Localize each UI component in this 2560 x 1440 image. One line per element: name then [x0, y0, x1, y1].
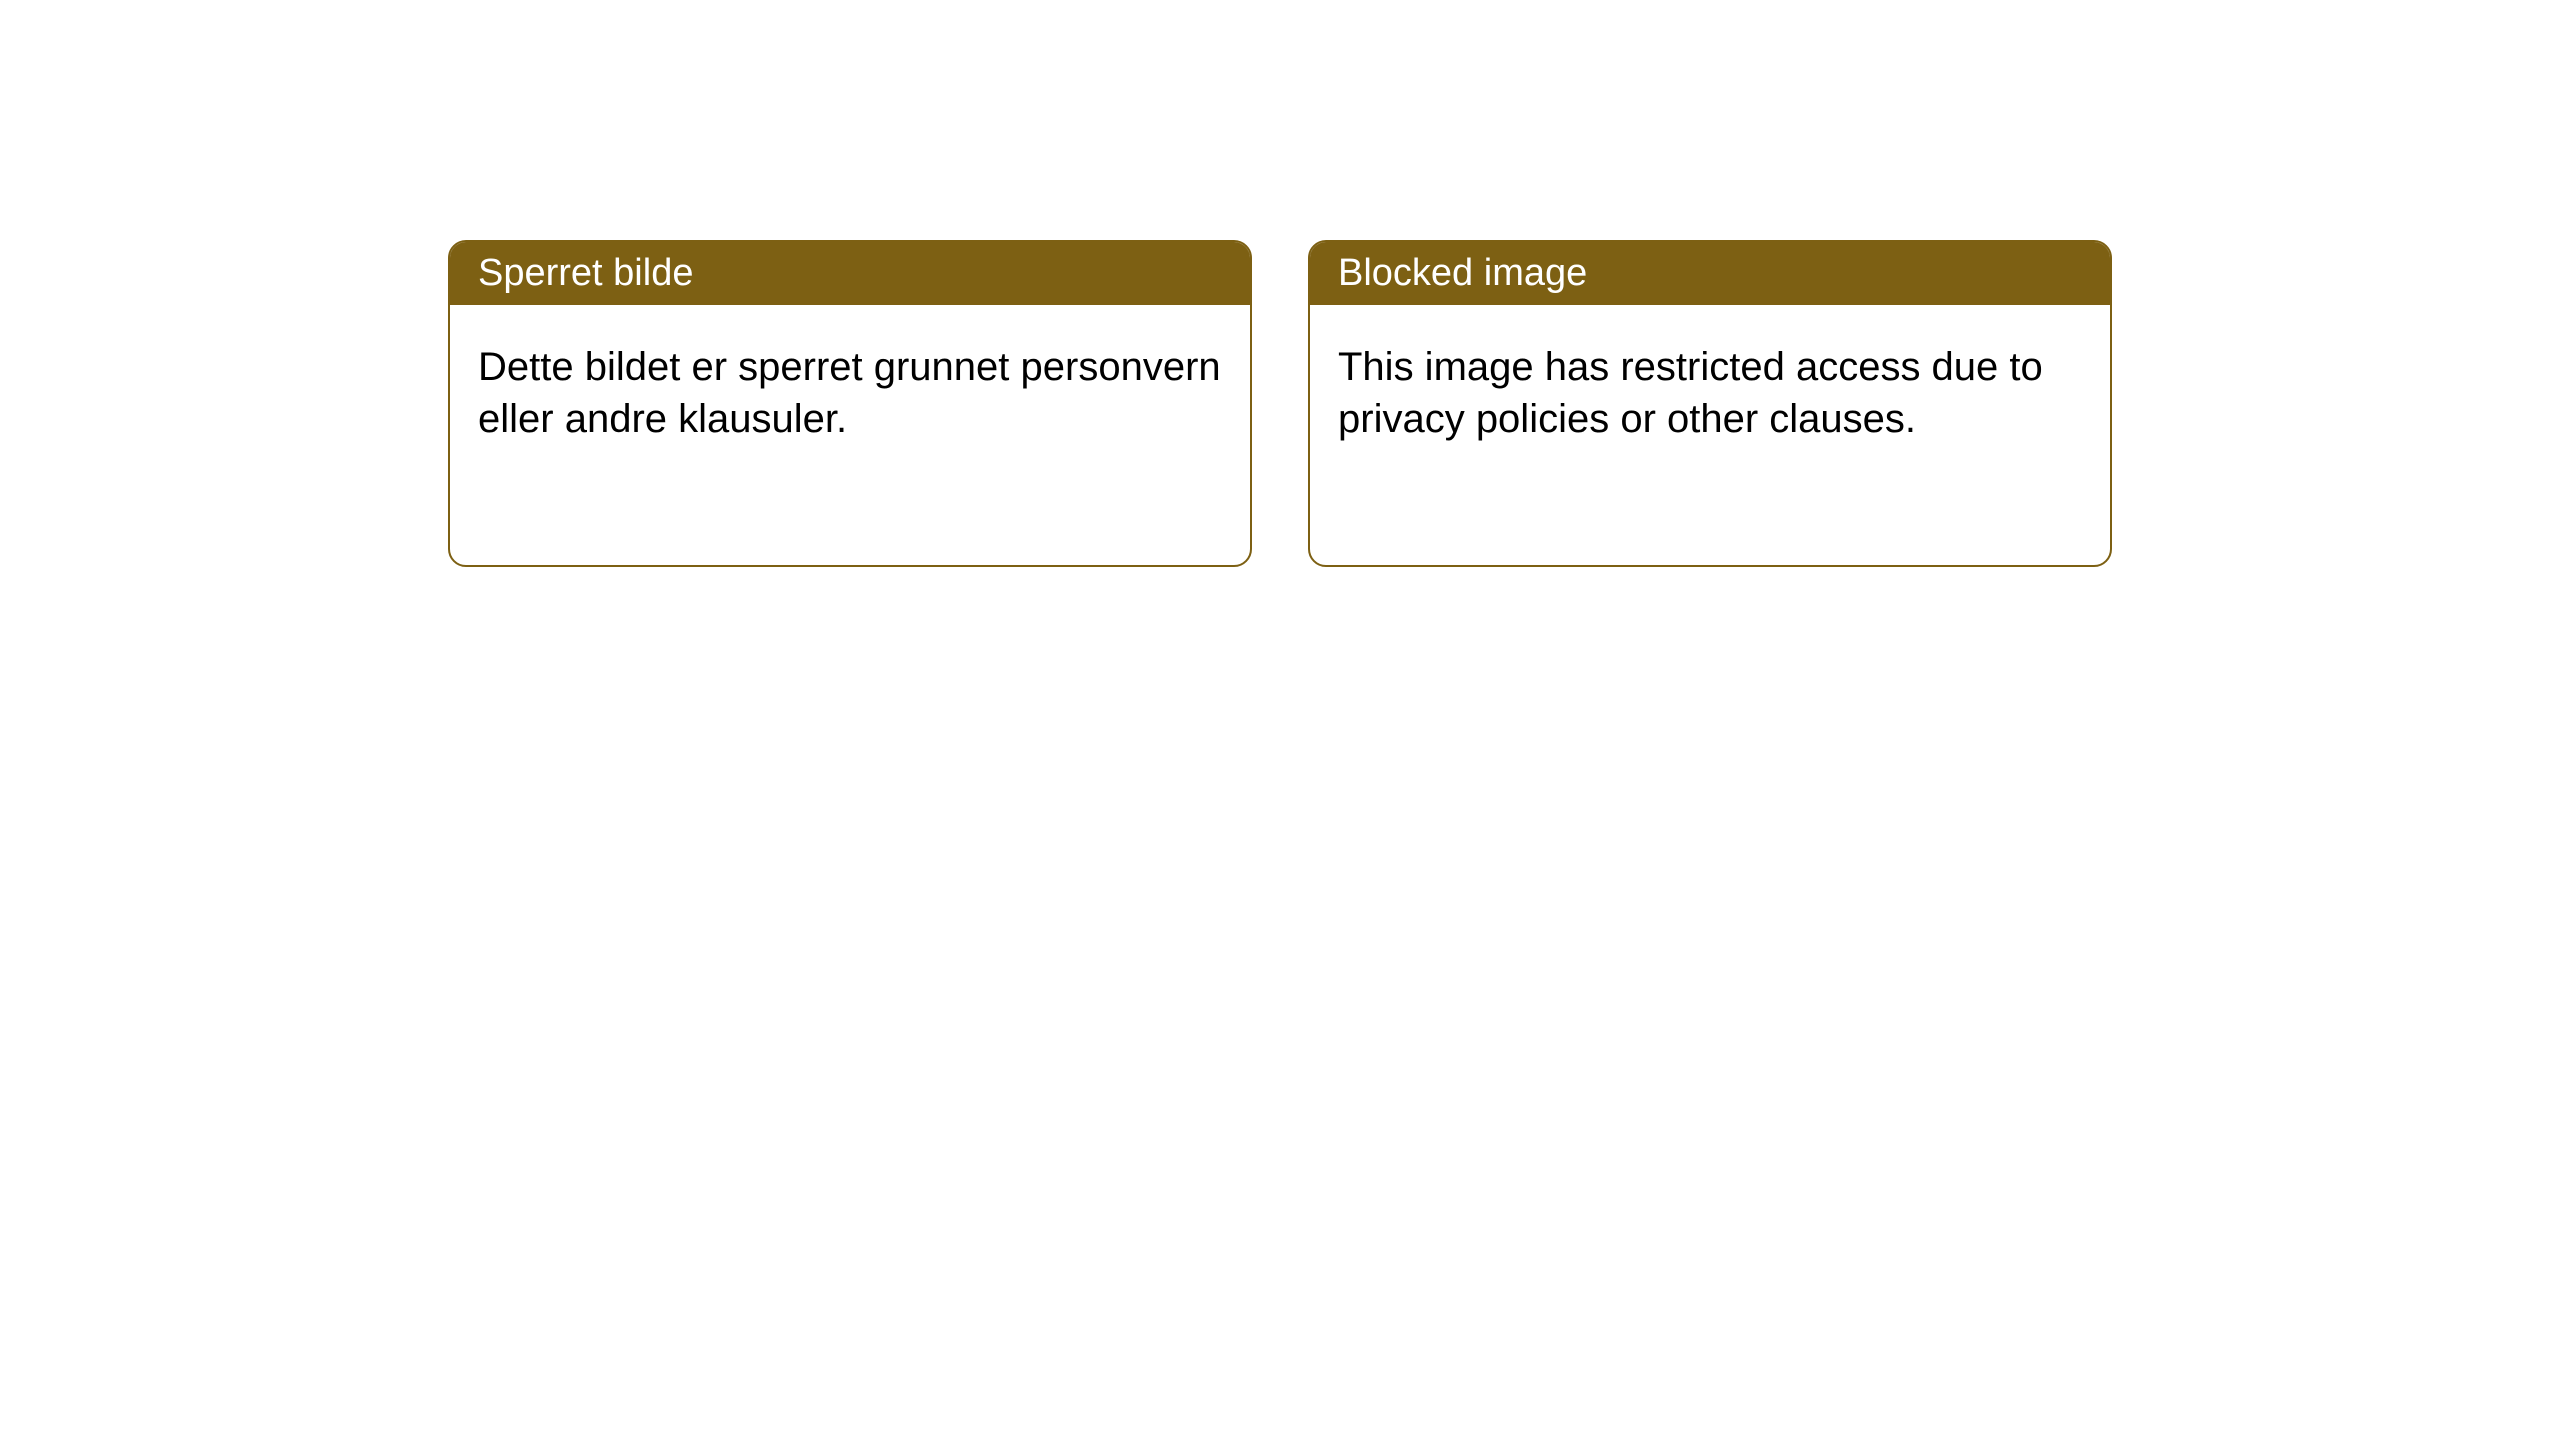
notice-card-norwegian: Sperret bilde Dette bildet er sperret gr… — [448, 240, 1252, 567]
notice-body: Dette bildet er sperret grunnet personve… — [450, 305, 1250, 565]
notice-header: Sperret bilde — [450, 242, 1250, 305]
notice-text: This image has restricted access due to … — [1338, 345, 2043, 441]
notice-container: Sperret bilde Dette bildet er sperret gr… — [0, 0, 2560, 567]
notice-card-english: Blocked image This image has restricted … — [1308, 240, 2112, 567]
notice-text: Dette bildet er sperret grunnet personve… — [478, 345, 1221, 441]
notice-title: Sperret bilde — [478, 252, 693, 294]
notice-body: This image has restricted access due to … — [1310, 305, 2110, 565]
notice-title: Blocked image — [1338, 252, 1587, 294]
notice-header: Blocked image — [1310, 242, 2110, 305]
